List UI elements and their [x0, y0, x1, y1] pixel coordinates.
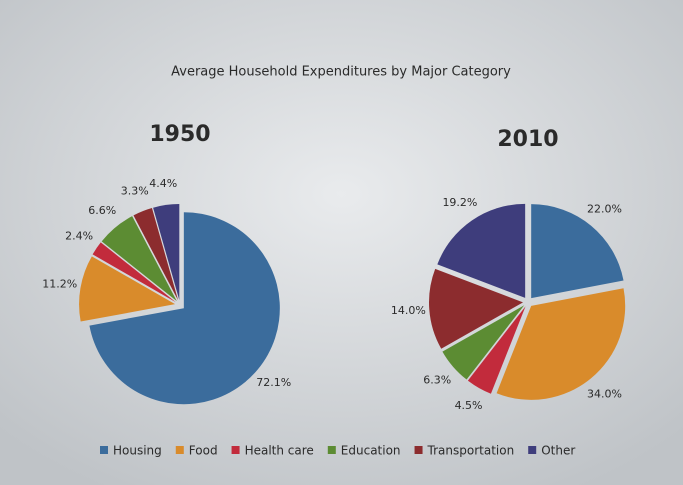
data-label: 4.4%	[149, 177, 177, 190]
pie-slice	[133, 208, 179, 301]
data-label: 14.0%	[391, 304, 426, 317]
pie-title: 2010	[497, 127, 558, 152]
legend-swatch	[100, 446, 108, 454]
legend-swatch	[528, 446, 537, 454]
legend-label: Other	[541, 444, 575, 458]
legend-label: Transportation	[427, 444, 515, 458]
data-label: 2.4%	[65, 229, 93, 242]
legend-label: Education	[341, 444, 401, 458]
legend-swatch	[414, 446, 423, 454]
data-label: 22.0%	[587, 203, 622, 216]
legend-swatch	[327, 446, 336, 454]
data-label: 72.1%	[256, 376, 291, 389]
legend-swatch	[175, 446, 184, 454]
pie-slice	[496, 288, 626, 400]
pie-title: 1950	[149, 122, 210, 147]
pie-slice	[467, 306, 526, 394]
data-label: 19.2%	[442, 196, 477, 209]
data-label: 3.3%	[121, 185, 149, 198]
pie-slice	[429, 268, 524, 349]
legend-label: Food	[189, 444, 218, 458]
legend-label: Housing	[113, 444, 162, 458]
data-label: 11.2%	[42, 277, 77, 290]
legend-swatch	[231, 446, 240, 454]
pie-slice	[153, 204, 180, 301]
pie-slice	[442, 305, 525, 380]
legend-label: Health care	[245, 444, 314, 458]
pie-slice	[101, 216, 177, 302]
pie-slice	[79, 256, 176, 322]
chart-title: Average Household Expenditures by Major …	[171, 65, 511, 80]
data-label: 6.6%	[88, 204, 116, 217]
data-label: 4.5%	[455, 399, 483, 412]
data-label: 34.0%	[587, 387, 622, 400]
pie-slice	[92, 242, 176, 303]
pie-slice	[89, 212, 280, 405]
pie-slice	[437, 203, 526, 298]
pie-slice	[531, 204, 624, 299]
data-label: 6.3%	[423, 374, 451, 387]
